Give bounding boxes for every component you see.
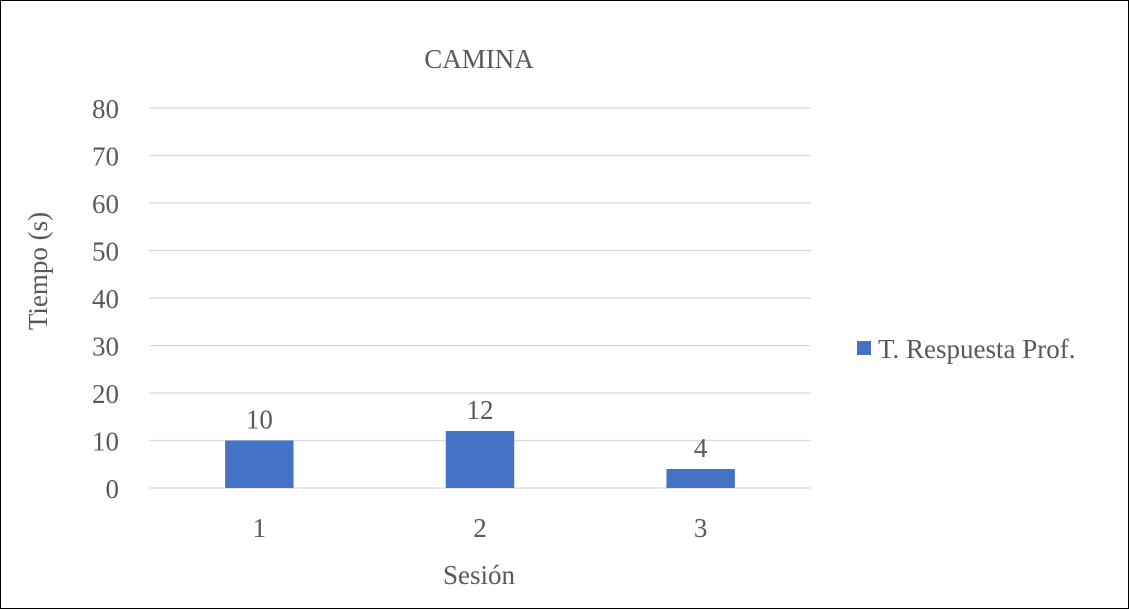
y-tick-label: 40 — [92, 284, 119, 314]
data-label: 10 — [246, 405, 273, 435]
y-tick-label: 0 — [106, 474, 120, 504]
y-tick-label: 60 — [92, 189, 119, 219]
y-tick-label: 20 — [92, 379, 119, 409]
x-tick-label: 3 — [694, 513, 708, 543]
x-axis-ticks: 1 2 3 — [253, 513, 708, 543]
x-tick-label: 2 — [473, 513, 487, 543]
x-axis-label: Sesión — [443, 560, 516, 590]
y-tick-label: 80 — [92, 94, 119, 124]
data-label: 4 — [694, 433, 708, 463]
legend: T. Respuesta Prof. — [857, 334, 1075, 364]
legend-swatch — [857, 341, 871, 355]
data-labels: 10 12 4 — [246, 395, 708, 463]
y-tick-label: 10 — [92, 427, 119, 457]
y-axis-ticks: 0 10 20 30 40 50 60 70 80 — [92, 94, 119, 504]
x-tick-label: 1 — [253, 513, 267, 543]
y-tick-label: 30 — [92, 332, 119, 362]
y-axis-label: Tiempo (s) — [23, 212, 53, 330]
legend-label: T. Respuesta Prof. — [878, 334, 1075, 364]
bar — [445, 431, 515, 488]
y-tick-label: 70 — [92, 142, 119, 172]
data-label: 12 — [467, 395, 494, 425]
y-tick-label: 50 — [92, 237, 119, 267]
bar — [225, 440, 294, 488]
chart-title: CAMINA — [424, 44, 534, 74]
bar — [666, 469, 735, 488]
bars — [225, 431, 735, 488]
